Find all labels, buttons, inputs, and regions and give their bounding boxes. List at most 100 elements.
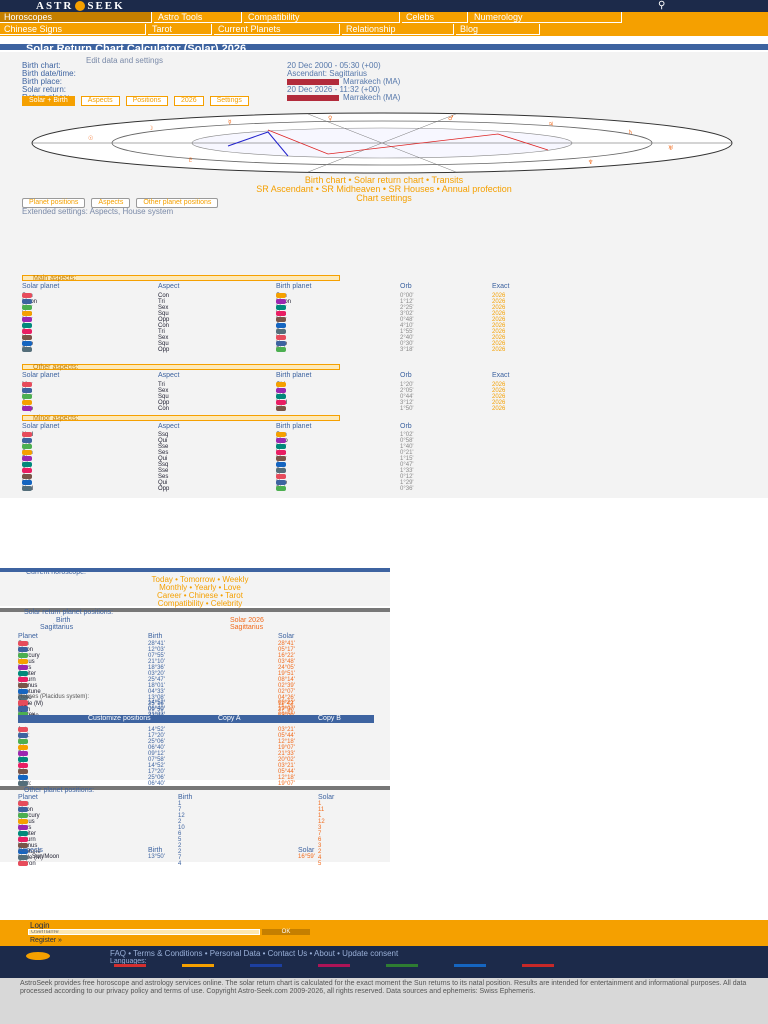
copy-b-button[interactable]: Copy B: [318, 715, 341, 722]
site-logo[interactable]: ASTR SEEK: [36, 0, 125, 12]
language-flag-icon[interactable]: [114, 964, 146, 967]
birth-planet: Moon: [276, 299, 291, 305]
table-row[interactable]: Nep Con Lil 1°50' 2026: [22, 406, 582, 412]
table-row[interactable]: Sun Ses Ven 0°21': [22, 450, 582, 456]
table-row[interactable]: Asc Qui Moo 0°58': [22, 438, 582, 444]
tab-positions[interactable]: Positions: [125, 96, 169, 106]
extended-settings-link[interactable]: Extended settings: Aspects, House system: [22, 207, 174, 216]
pill-aspects[interactable]: Aspects: [91, 198, 131, 208]
footer-logo-icon[interactable]: [26, 952, 50, 960]
nav-item-chinese-signs[interactable]: Chinese Signs: [0, 24, 146, 35]
table-row[interactable]: Sun Con Sun 0°00' 2026: [22, 293, 582, 299]
pill-planet-positions[interactable]: Planet positions: [22, 198, 86, 208]
table-row[interactable]: Nep Squ Nep 0°30' 2026: [22, 341, 582, 347]
table-row[interactable]: Ven Sex Asc 2°05' 2026: [22, 388, 582, 394]
nav-item-celebs[interactable]: Celebs: [402, 12, 468, 23]
login-ok-button[interactable]: OK: [262, 929, 310, 935]
table-row[interactable]: Sat Tri Sat 1°55' 2026: [22, 329, 582, 335]
birth-planet: Ura: [276, 335, 286, 341]
table-row[interactable]: Mer Tri Chi 1°20' 2026: [22, 382, 582, 388]
table-row[interactable]: Moon Tri Moon 1°12' 2026: [22, 299, 582, 305]
table-row[interactable]: Chi Sse Sat 1°33': [22, 468, 582, 474]
table-row[interactable]: Nod Ssq Sun 1°02': [22, 432, 582, 438]
copy-a-button[interactable]: Copy A: [218, 715, 241, 722]
svg-text:♄: ♄: [628, 129, 633, 136]
table-row[interactable]: Jup Con Jup 4°10' 2026: [22, 323, 582, 329]
planet-name: Uranus: [18, 683, 37, 689]
other-aspects-list: Mer Tri Chi 1°20' 2026 Ven Sex Asc 2°05' 2026 Mar S…: [22, 382, 582, 412]
username-input[interactable]: [28, 929, 260, 935]
birth-planet: Lil: [276, 406, 286, 412]
exact-year: 2026: [492, 293, 506, 299]
planet-glyph-icon: [22, 486, 32, 491]
customize-positions-button[interactable]: Customize positions: [88, 715, 151, 722]
solar-planet: Nod: [22, 432, 33, 438]
language-flag-icon[interactable]: [250, 964, 282, 967]
color-swatch: [287, 94, 339, 101]
nav-item-numerology[interactable]: Numerology: [470, 12, 622, 23]
table-row[interactable]: Plu Qui Mar 1°15': [22, 456, 582, 462]
planet-glyph-icon: [22, 311, 32, 316]
language-flag-icon[interactable]: [386, 964, 418, 967]
table-row[interactable]: Mer Sex Mer 2°25' 2026: [22, 305, 582, 311]
planet-name: 2nd:: [18, 733, 30, 739]
pill-other-planet-positions[interactable]: Other planet positions: [136, 198, 219, 208]
table-row[interactable]: Asc Ses Ura 0°12': [22, 474, 582, 480]
planet-name: Jupiter: [18, 831, 36, 837]
footer-links[interactable]: FAQ • Terms & Conditions • Personal Data…: [110, 949, 399, 958]
tab-settings[interactable]: Settings: [209, 96, 249, 106]
nav-item-astro-tools[interactable]: Astro Tools: [154, 12, 242, 23]
edit-settings-link[interactable]: Edit data and settings: [86, 56, 163, 65]
horoscope-link-row[interactable]: Career • Chinese • Tarot: [157, 591, 243, 600]
table-row[interactable]: Mar Squ MC 0°44' 2026: [22, 394, 582, 400]
horoscope-link-row[interactable]: Today • Tomorrow • Weekly: [151, 575, 249, 584]
solar-value: 19°51': [278, 671, 295, 677]
language-flag-icon[interactable]: [318, 964, 350, 967]
solar-planet: Mer: [22, 382, 32, 388]
solar-planet: Nod: [22, 486, 33, 492]
tab-aspects[interactable]: Aspects: [80, 96, 120, 106]
horoscope-link-row[interactable]: Compatibility • Celebrity: [157, 599, 243, 608]
caption-line-2[interactable]: SR Ascendant • SR Midheaven • SR Houses …: [256, 184, 512, 194]
table-row[interactable]: Ura Sex Ura 2°40' 2026: [22, 335, 582, 341]
nav-item-relationship[interactable]: Relationship: [342, 24, 454, 35]
aspect-type: Ssq: [158, 432, 169, 438]
search-icon[interactable]: ⚲: [658, 0, 666, 11]
table-row[interactable]: Nod Opp Plu 0°36': [22, 486, 582, 492]
aspect-type: Sse: [158, 444, 169, 450]
language-flag-icon[interactable]: [454, 964, 486, 967]
table-row[interactable]: Jup Opp Nod 3°12' 2026: [22, 400, 582, 406]
tab-solar-birth[interactable]: Solar + Birth: [22, 96, 75, 106]
caption-line-3[interactable]: Chart settings: [356, 193, 412, 203]
nav-item-compatibility[interactable]: Compatibility: [244, 12, 400, 23]
language-flag-icon[interactable]: [182, 964, 214, 967]
birth-planet: Moo: [276, 438, 288, 444]
table-row[interactable]: MC Qui Nep 1°29': [22, 480, 582, 486]
birth-value: 17°20': [148, 733, 165, 739]
birth-value: 2: [178, 849, 182, 855]
table-row[interactable]: Lil Ssq Jup 0°47': [22, 462, 582, 468]
planet-name: 10th:: [18, 781, 31, 787]
caption-line-1[interactable]: Birth chart • Solar return chart • Trans…: [304, 175, 464, 185]
nav-item-blog[interactable]: Blog: [456, 24, 540, 35]
aspect-type: Squ: [158, 394, 169, 400]
nav-item-horoscopes[interactable]: Horoscopes: [0, 12, 152, 23]
horoscope-link-row[interactable]: Monthly • Yearly • Love: [159, 583, 241, 592]
exact-year: 2026: [492, 347, 506, 353]
birth-planet: Ven: [276, 450, 286, 456]
orb-value: 1°50': [400, 406, 414, 412]
nav-item-current-planets[interactable]: Current Planets: [214, 24, 340, 35]
nav-item-tarot[interactable]: Tarot: [148, 24, 212, 35]
birth-planet: Mar: [276, 456, 286, 462]
orb-value: 0°00': [400, 293, 414, 299]
planet-glyph-icon: [22, 456, 32, 461]
tab-2026[interactable]: 2026: [174, 96, 204, 106]
birth-value: 4: [178, 861, 182, 867]
table-row[interactable]: MC Sse Mer 1°40': [22, 444, 582, 450]
table-row[interactable]: Plu Opp Plu 3°18' 2026: [22, 347, 582, 353]
language-flag-icon[interactable]: [522, 964, 554, 967]
register-link[interactable]: Register »: [30, 937, 62, 944]
table-row[interactable]: Mar Opp Mar 0°48' 2026: [22, 317, 582, 323]
table-row[interactable]: Ven Squ Ven 3°02' 2026: [22, 311, 582, 317]
planet-glyph-icon: [18, 813, 28, 818]
